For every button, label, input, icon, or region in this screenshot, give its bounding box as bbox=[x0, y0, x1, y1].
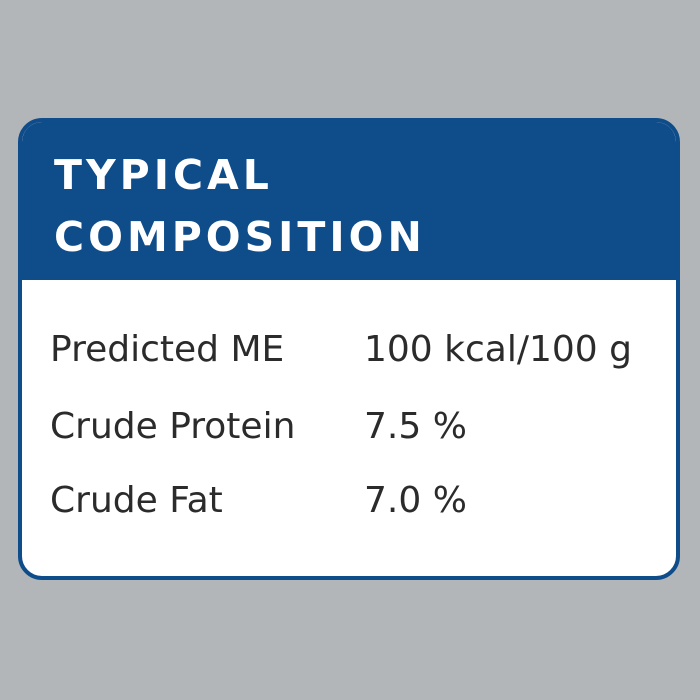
composition-row-label: Crude Protein bbox=[50, 406, 296, 447]
panel-title-line-2: COMPOSITION bbox=[54, 213, 426, 261]
composition-row-value: 100 kcal/100 g bbox=[364, 329, 632, 370]
panel-title-line-1: TYPICAL bbox=[54, 151, 273, 199]
composition-row-crude-fat: Crude Fat 7.0 % bbox=[22, 473, 676, 529]
composition-row-predicted-me: Predicted ME 100 kcal/100 g bbox=[22, 322, 676, 378]
composition-row-label: Crude Fat bbox=[50, 480, 223, 521]
composition-row-value: 7.0 % bbox=[364, 480, 467, 521]
composition-row-value: 7.5 % bbox=[364, 406, 467, 447]
composition-row-label: Predicted ME bbox=[50, 329, 285, 370]
composition-panel: TYPICAL COMPOSITION Predicted ME 100 kca… bbox=[18, 118, 680, 580]
composition-row-crude-protein: Crude Protein 7.5 % bbox=[22, 399, 676, 455]
composition-panel-header: TYPICAL COMPOSITION bbox=[22, 122, 676, 280]
